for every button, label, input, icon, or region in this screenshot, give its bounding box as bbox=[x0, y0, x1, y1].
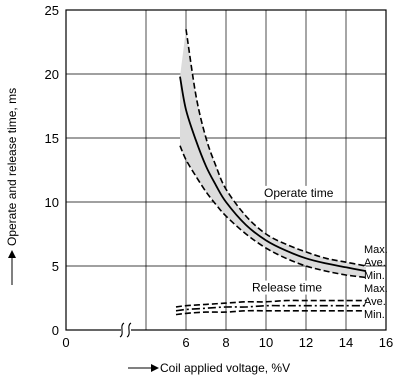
series-label-operate-max: Max. bbox=[364, 244, 388, 256]
axis-break-gap bbox=[121, 322, 131, 338]
series-release-min bbox=[175, 309, 366, 316]
series-release-max bbox=[175, 299, 366, 308]
y-tick-label: 10 bbox=[45, 195, 59, 210]
series-label-release-min: Min. bbox=[364, 309, 385, 321]
y-tick-label: 15 bbox=[45, 131, 59, 146]
y-tick-label: 25 bbox=[45, 3, 59, 18]
annotation-backing bbox=[262, 185, 336, 200]
plot-frame bbox=[65, 9, 387, 331]
series-lines bbox=[175, 29, 367, 316]
series-release-ave bbox=[175, 304, 366, 312]
y-tick-label: 20 bbox=[45, 67, 59, 82]
axis-break-stroke bbox=[126, 322, 132, 338]
series-operate-min bbox=[179, 145, 367, 279]
series-label-release-ave: Ave. bbox=[364, 296, 386, 308]
x-tick-labels: 0 6 8 10 12 14 16 bbox=[62, 335, 393, 350]
x-tick-label: 12 bbox=[299, 335, 313, 350]
annotation-release-time: Release time bbox=[252, 281, 322, 295]
x-tick-label: 8 bbox=[222, 335, 229, 350]
grid bbox=[66, 10, 386, 330]
series-operate-max bbox=[185, 29, 367, 267]
operate-time-shaded-band bbox=[180, 29, 366, 278]
y-tick-label: 0 bbox=[52, 323, 59, 338]
series-operate-ave bbox=[179, 76, 367, 272]
x-tick-label: 0 bbox=[62, 335, 69, 350]
series-label-operate-min: Min. bbox=[364, 270, 385, 282]
y-axis-label: Operate and release time, ms bbox=[5, 88, 19, 246]
x-tick-label: 16 bbox=[379, 335, 393, 350]
series-labels: Max.Ave.Min.Max.Ave.Min. bbox=[364, 244, 388, 321]
annotation-backing bbox=[250, 280, 325, 295]
x-tick-label: 6 bbox=[182, 335, 189, 350]
series-label-release-max: Max. bbox=[364, 283, 388, 295]
x-axis-break bbox=[119, 322, 132, 338]
x-tick-label: 10 bbox=[259, 335, 273, 350]
axis-break-stroke bbox=[119, 322, 125, 338]
operate-time-band bbox=[180, 29, 366, 278]
y-tick-labels: 0 5 10 15 20 25 bbox=[45, 3, 59, 338]
x-axis-label: Coil applied voltage, %V bbox=[160, 361, 290, 375]
y-tick-label: 5 bbox=[52, 259, 59, 274]
x-tick-label: 14 bbox=[339, 335, 353, 350]
annotation-operate-time: Operate time bbox=[264, 186, 334, 200]
series-label-operate-ave: Ave. bbox=[364, 257, 386, 269]
